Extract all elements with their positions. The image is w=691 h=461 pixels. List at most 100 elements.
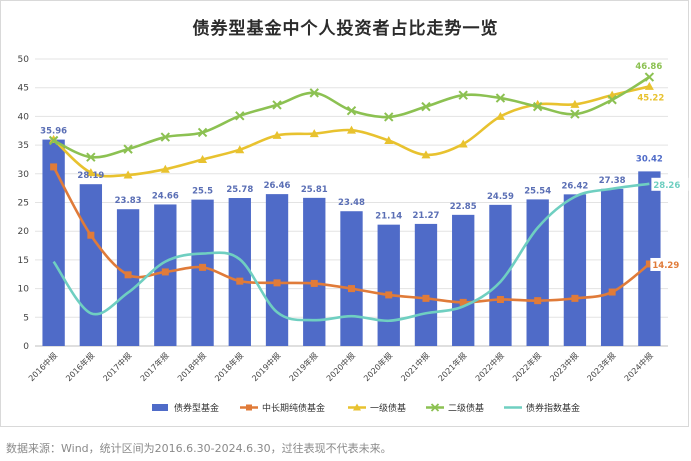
x-tick-label: 2016年报 <box>63 350 96 383</box>
y-tick-label: 0 <box>23 342 29 352</box>
series-point <box>422 294 430 302</box>
series-point <box>495 93 506 103</box>
source-note: 数据来源：Wind，统计区间为2016.6.30-2024.6.30，过往表现不… <box>6 442 392 455</box>
bar-data-label: 21.14 <box>375 212 402 222</box>
line-end-label: 45.22 <box>637 93 664 103</box>
end-label-bg <box>651 177 689 191</box>
series-point <box>309 88 319 98</box>
legend-label: 债券型基金 <box>174 402 219 414</box>
series-point <box>347 125 356 134</box>
series-point <box>570 99 580 108</box>
y-tick-label: 45 <box>18 84 29 94</box>
series-point <box>86 152 96 162</box>
x-tick-label: 2017中报 <box>101 350 134 383</box>
y-tick-label: 25 <box>18 199 29 209</box>
series-point <box>161 268 169 276</box>
x-tick-label: 2024中报 <box>622 350 655 383</box>
series-point <box>87 231 95 239</box>
series-point <box>421 101 431 112</box>
y-tick-label: 30 <box>18 170 30 180</box>
series-point <box>123 170 133 179</box>
bar <box>563 194 587 346</box>
bar <box>340 211 363 346</box>
series-point <box>235 111 245 121</box>
legend-item: 中长期纯债基金 <box>240 402 325 414</box>
bar <box>191 199 214 346</box>
series-point <box>495 111 505 120</box>
series-point <box>384 112 394 122</box>
line-end-label: 46.86 <box>635 62 662 72</box>
end-label-bg <box>650 257 688 271</box>
series-point <box>160 164 170 173</box>
legend-label: 二级债基 <box>448 402 484 414</box>
x-tick-label: 2020中报 <box>324 350 357 383</box>
legend-item: 债券指数基金 <box>504 402 580 414</box>
bar-data-label: 24.59 <box>487 192 514 202</box>
series-point <box>346 105 357 116</box>
line-end-label: 14.29 <box>652 261 679 271</box>
series-point <box>532 101 543 112</box>
legend-label: 债券指数基金 <box>526 402 580 414</box>
legend-item: 二级债基 <box>426 402 484 414</box>
series-point <box>608 288 616 296</box>
x-tick-label: 2023年报 <box>585 350 618 383</box>
bar <box>42 139 65 346</box>
series-point <box>458 139 468 148</box>
legend-label: 中长期纯债基金 <box>262 402 325 414</box>
bar-data-label: 23.83 <box>115 196 142 206</box>
bar <box>526 199 549 346</box>
bar <box>303 197 326 346</box>
series-point <box>534 297 542 305</box>
y-tick-label: 15 <box>18 256 29 266</box>
series-point <box>235 145 245 154</box>
series-point <box>384 136 394 145</box>
series-point <box>421 150 431 159</box>
x-tick-label: 2021中报 <box>399 350 432 383</box>
bar <box>265 194 289 346</box>
x-tick-label: 2017年报 <box>138 350 171 383</box>
y-tick-label: 35 <box>18 141 29 151</box>
series-point <box>644 81 654 90</box>
series-point <box>236 277 244 285</box>
series-point <box>50 163 58 171</box>
x-tick-label: 2018年报 <box>212 350 245 383</box>
y-tick-label: 10 <box>18 285 30 295</box>
bar <box>600 188 624 346</box>
bar <box>228 198 251 346</box>
x-tick-label: 2019中报 <box>250 350 283 383</box>
series-point <box>571 294 579 302</box>
legend-marker <box>246 404 252 411</box>
series-point <box>124 271 132 279</box>
bar <box>452 214 475 346</box>
series-point <box>310 279 318 287</box>
line-end-label: 28.26 <box>653 181 680 191</box>
bar <box>79 184 103 346</box>
bar <box>489 204 512 346</box>
series-point <box>48 135 59 146</box>
series-point <box>272 130 282 139</box>
series-point <box>273 279 281 287</box>
bar-data-label: 21.27 <box>413 211 440 221</box>
bar-data-label: 25.81 <box>301 185 328 195</box>
legend-item: 债券型基金 <box>152 402 219 414</box>
bar-data-label: 26.46 <box>264 181 291 191</box>
x-tick-label: 2016中报 <box>26 350 59 383</box>
legend-swatch <box>152 404 168 411</box>
x-tick-label: 2021年报 <box>436 350 469 383</box>
y-tick-label: 50 <box>18 55 30 65</box>
y-tick-label: 20 <box>18 227 30 237</box>
series-point <box>272 100 282 110</box>
bar-data-label: 22.85 <box>450 202 477 212</box>
bar-data-label: 23.48 <box>338 198 365 208</box>
series-point <box>459 298 467 306</box>
series-point <box>645 260 653 268</box>
legend-marker <box>353 403 361 411</box>
bar <box>377 224 400 346</box>
series-point <box>198 154 208 163</box>
series-point <box>348 285 355 293</box>
y-tick-label: 40 <box>18 112 30 122</box>
bar-data-label: 24.66 <box>152 191 179 201</box>
x-tick-label: 2022年报 <box>510 350 543 383</box>
